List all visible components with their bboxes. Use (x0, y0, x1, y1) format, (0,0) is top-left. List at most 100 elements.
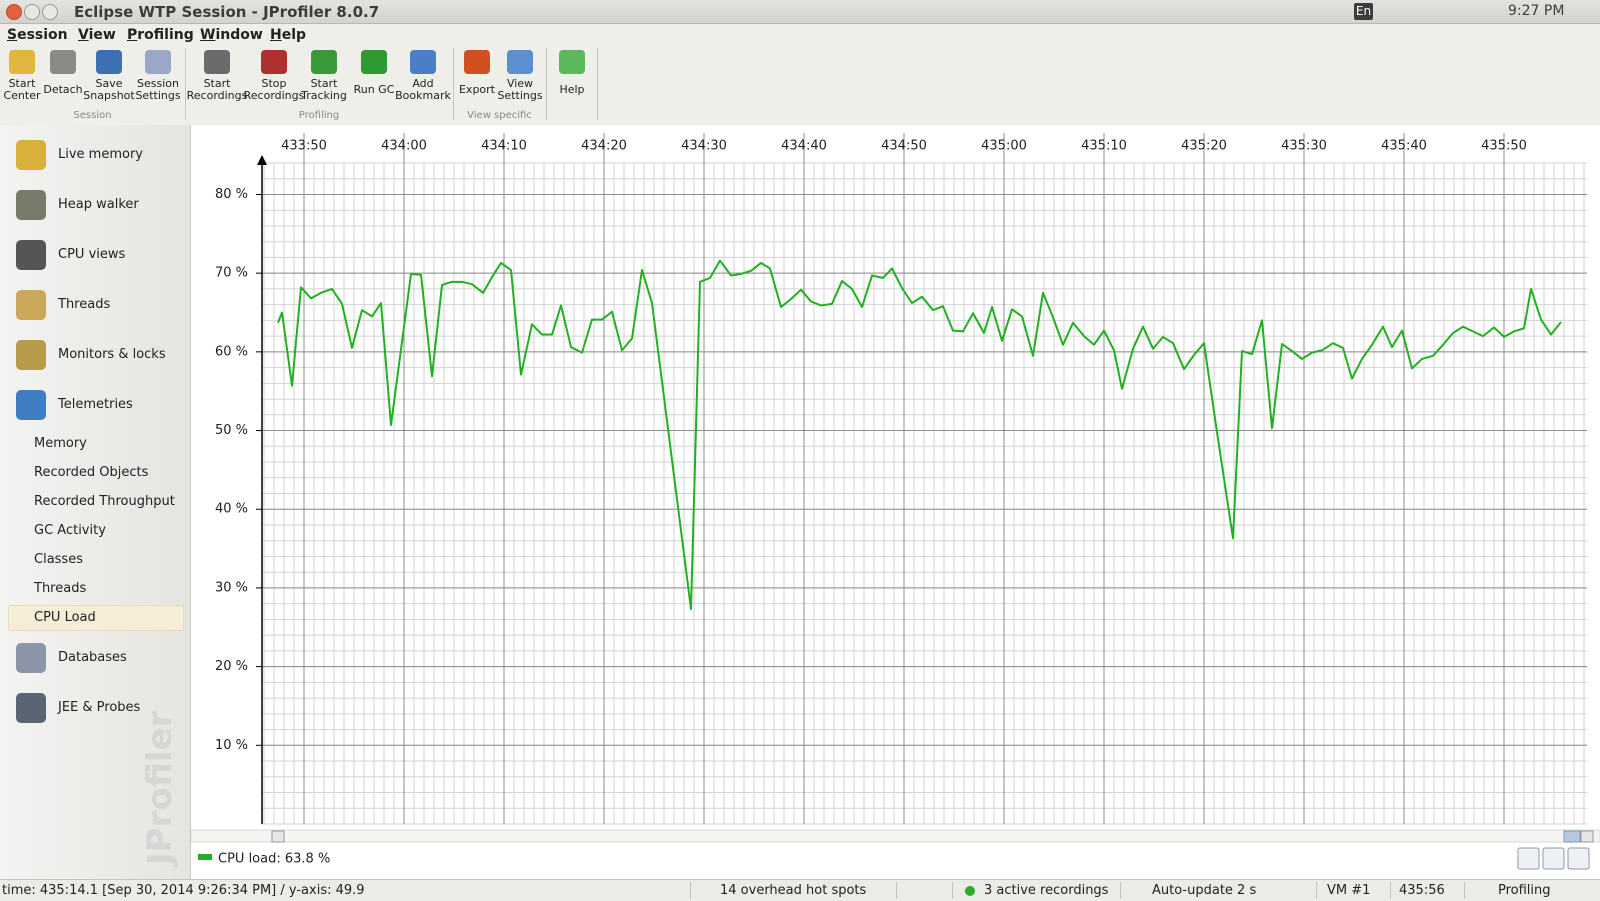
status-hot-spots[interactable]: 14 overhead hot spots (720, 883, 867, 898)
zoom-button[interactable] (1542, 847, 1565, 870)
toolbar-button[interactable]: Run GC (342, 50, 406, 96)
chart-panel: 433:50 434:00 434:10 434:20 434:30 434:40 434:… (190, 125, 1600, 879)
telemetry-item[interactable]: Classes (34, 552, 83, 567)
status-recordings[interactable]: 3 active recordings (984, 883, 1109, 898)
clock[interactable]: 9:27 PM (1508, 3, 1565, 19)
telemetry-item[interactable]: Recorded Objects (34, 465, 149, 480)
close-button[interactable] (6, 4, 22, 20)
toolbar-button[interactable]: Export (445, 50, 509, 96)
toolbar-separator (546, 48, 547, 120)
telemetry-item[interactable]: GC Activity (34, 523, 106, 538)
telemetry-item[interactable]: Threads (34, 581, 87, 596)
input-indicator[interactable]: En (1354, 3, 1373, 20)
menu-bar: Session View Profiling Window Help (0, 24, 1600, 46)
toolbar-button-label: Settings (497, 89, 543, 102)
toolbar-button-label: Snapshot (83, 89, 135, 102)
telemetry-item[interactable]: Memory (34, 436, 87, 451)
toolbar-button[interactable]: Detach (31, 50, 95, 96)
status-separator (952, 882, 953, 899)
x-tick-label: 434:30 (681, 139, 727, 154)
x-tick-label: 435:50 (1481, 139, 1527, 154)
toolbar-button[interactable]: Stop Recordings (242, 50, 306, 102)
toolbar-button-label: Center (3, 89, 41, 102)
status-separator (690, 882, 691, 899)
y-tick-label: 50 % (215, 423, 248, 438)
y-tick-label: 60 % (215, 344, 248, 359)
toolbar-separator (453, 48, 454, 120)
toolbar-separator (597, 48, 598, 120)
toolbar-icon (311, 50, 337, 74)
toolbar-icon (96, 50, 122, 74)
window-title: Eclipse WTP Session - JProfiler 8.0.7 (74, 3, 380, 21)
toolbar-button[interactable]: Save Snapshot (77, 50, 141, 102)
status-vm[interactable]: VM #1 (1327, 883, 1371, 898)
y-axis-arrow (257, 155, 267, 165)
toolbar-icon (261, 50, 287, 74)
zoom-button[interactable] (1567, 847, 1590, 870)
toolbar-button[interactable]: View Settings (488, 50, 552, 102)
sidebar-item[interactable]: Live memory (58, 147, 143, 162)
title-bar: Eclipse WTP Session - JProfiler 8.0.7 En… (0, 0, 1600, 24)
toolbar-button[interactable]: Start Center (0, 50, 54, 102)
toolbar-icon (9, 50, 35, 74)
toolbar-button-label: Recordings (186, 89, 248, 102)
legend-label: CPU load: 63.8 % (218, 852, 330, 867)
legend-swatch (198, 854, 212, 860)
toolbar-button[interactable]: Start Tracking (292, 50, 356, 102)
toolbar-button-label: Start (203, 77, 231, 90)
status-time[interactable]: 435:56 (1399, 883, 1445, 898)
sidebar-item[interactable]: Monitors & locks (58, 347, 166, 362)
sidebar-item[interactable]: Telemetries (58, 397, 133, 412)
selection-highlight (8, 605, 184, 631)
status-auto-update[interactable]: Auto-update 2 s (1152, 883, 1257, 898)
status-mode[interactable]: Profiling (1498, 883, 1551, 898)
toolbar-button[interactable]: Add Bookmark (391, 50, 455, 102)
toolbar-icon (50, 50, 76, 74)
status-separator (1464, 882, 1465, 899)
status-separator (1390, 882, 1391, 899)
chart: 433:50 434:00 434:10 434:20 434:30 434:40 434:… (190, 133, 1600, 870)
toolbar-button-label: Tracking (301, 89, 347, 102)
x-tick-label: 434:20 (581, 139, 627, 154)
menu-item[interactable]: Help (270, 27, 307, 43)
menu-item[interactable]: Profiling (127, 27, 194, 43)
telemetry-item[interactable]: Recorded Throughput (34, 494, 175, 509)
sidebar-item[interactable]: Heap walker (58, 197, 139, 212)
x-tick-label: 434:40 (781, 139, 827, 154)
toolbar-button-label: Save (95, 77, 123, 90)
sidebar-item[interactable]: CPU views (58, 247, 126, 262)
menu-item[interactable]: Window (200, 27, 263, 43)
status-separator (896, 882, 897, 899)
status-separator (1316, 882, 1317, 899)
minimize-button[interactable] (24, 4, 40, 20)
toolbar-icon (204, 50, 230, 74)
toolbar-button[interactable]: Help (540, 50, 604, 96)
cpu-load-line (277, 259, 1562, 611)
y-tick-label: 30 % (215, 580, 248, 595)
status-dot (965, 886, 975, 896)
toolbar-button[interactable]: Session Settings (126, 50, 190, 102)
sidebar-item[interactable]: Databases (58, 650, 127, 665)
y-tick-label: 70 % (215, 266, 248, 281)
sidebar-item[interactable]: Threads (58, 297, 111, 312)
y-tick-label: 20 % (215, 659, 248, 674)
zoom-button[interactable] (1517, 847, 1540, 870)
maximize-button[interactable] (42, 4, 58, 20)
telemetry-item[interactable]: CPU Load (34, 610, 96, 625)
sidebar-icon (16, 240, 46, 270)
menu-item[interactable]: View (78, 27, 116, 43)
toolbar-button[interactable]: Start Recordings (185, 50, 249, 102)
toolbar-icon (507, 50, 533, 74)
watermark: JProfiler (140, 710, 180, 865)
x-tick-label: 435:20 (1181, 139, 1227, 154)
x-tick-label: 435:10 (1081, 139, 1127, 154)
toolbar-button-label: View (506, 77, 534, 90)
status-separator (1120, 882, 1121, 899)
x-tick-label: 434:50 (881, 139, 927, 154)
menu-item[interactable]: Session (7, 27, 68, 43)
sidebar-item[interactable]: JEE & Probes (58, 700, 141, 715)
toolbar-button-label: Session (137, 77, 179, 90)
toolbar-group-label: View specific (467, 110, 532, 121)
toolbar-icon (464, 50, 490, 74)
